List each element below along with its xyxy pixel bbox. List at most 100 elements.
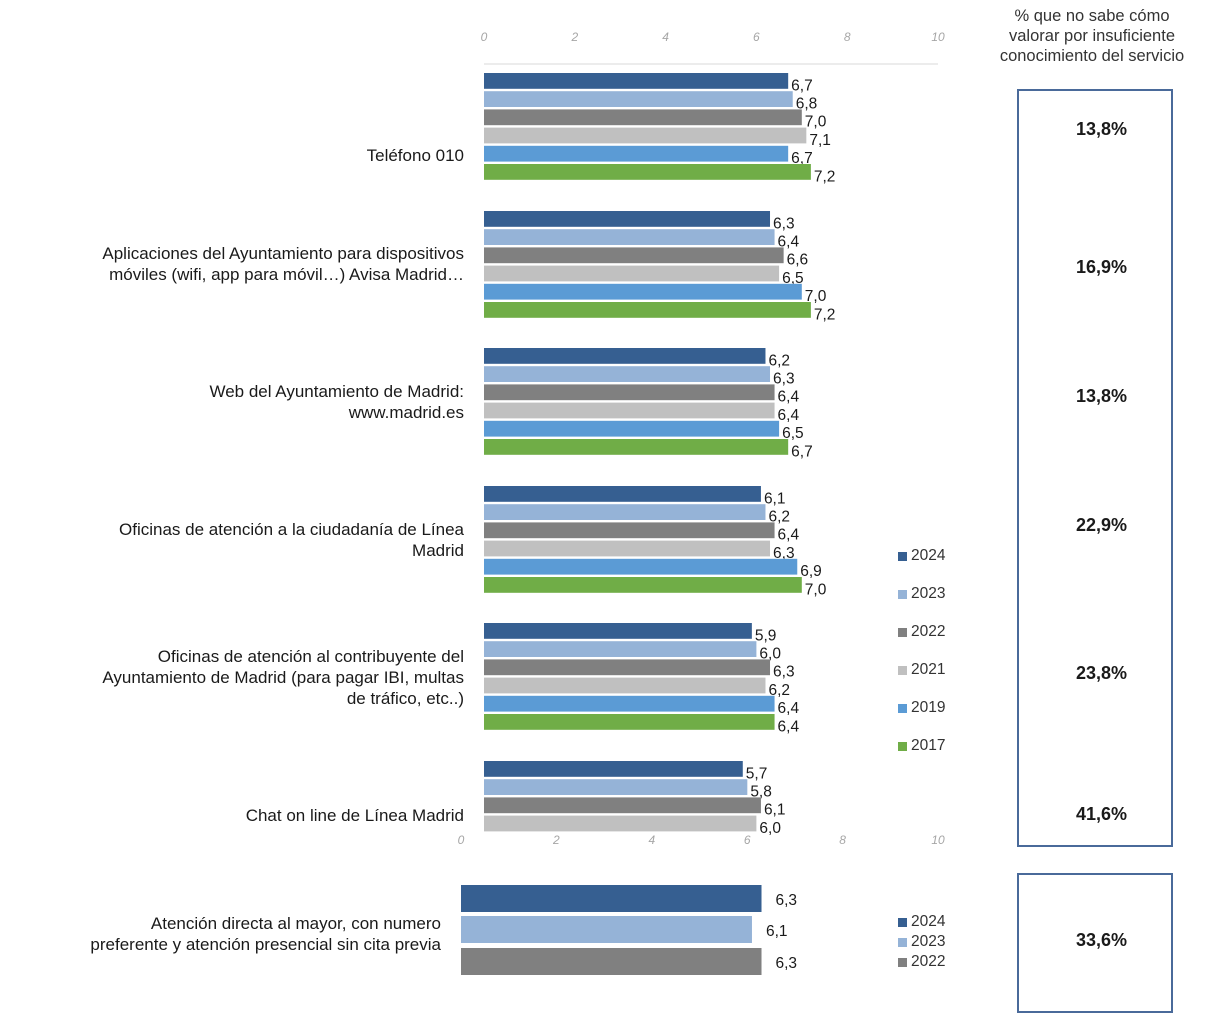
bar-2024 — [484, 348, 766, 364]
pct-value: 13,8% — [1075, 386, 1127, 406]
pct-header-title: % que no sabe cómo valorar por insuficie… — [999, 7, 1185, 65]
bar-2024 — [484, 761, 743, 777]
data-label: 6,4 — [778, 234, 800, 251]
bar-2017 — [484, 577, 802, 593]
legend-label: 2017 — [911, 737, 946, 754]
bar-2022 — [484, 522, 775, 539]
pct-value: 33,6% — [1075, 930, 1127, 950]
data-label: 6,1 — [764, 490, 786, 507]
legend-swatch — [898, 551, 907, 561]
x-tick-label: 8 — [839, 833, 846, 847]
bar-2024 — [461, 885, 762, 912]
data-label: 6,5 — [782, 425, 804, 442]
bar-2021 — [484, 402, 775, 419]
data-label: 5,8 — [750, 784, 772, 801]
data-label: 5,9 — [755, 627, 777, 644]
data-label: 6,4 — [778, 389, 800, 406]
data-label: 6,3 — [773, 545, 795, 562]
bar-2022 — [461, 948, 762, 975]
bar-2023 — [484, 229, 775, 245]
bar-2022 — [484, 109, 802, 126]
bar-2023 — [484, 91, 793, 107]
data-label: 6,7 — [791, 150, 813, 167]
data-label: 6,3 — [773, 371, 795, 388]
data-label: 6,4 — [778, 718, 800, 735]
x-tick-label: 0 — [458, 833, 465, 847]
legend-item-2023: 2023 — [898, 575, 945, 613]
data-label: 5,7 — [746, 765, 768, 782]
legend-item-2017: 2017 — [898, 727, 945, 765]
x-tick-label: 2 — [570, 30, 578, 44]
bar-2021 — [484, 127, 807, 144]
bar-2019 — [484, 283, 802, 300]
bar-2022 — [484, 797, 761, 814]
bar-2023 — [484, 504, 766, 520]
bar-2017 — [484, 164, 811, 180]
x-tick-label: 10 — [931, 833, 945, 847]
x-tick-label: 10 — [931, 30, 945, 44]
data-label: 7,0 — [805, 288, 827, 305]
pct-value: 22,9% — [1075, 515, 1127, 535]
legend-item-2019: 2019 — [898, 689, 945, 727]
legend-item-2023: 2023 — [898, 932, 945, 952]
bar-2024 — [484, 623, 752, 639]
data-label: 6,7 — [791, 77, 813, 94]
data-label: 6,2 — [768, 509, 790, 526]
legend-swatch — [898, 589, 907, 599]
data-label: 6,3 — [776, 955, 798, 972]
bar-2021 — [484, 677, 766, 694]
bar-2017 — [484, 439, 789, 455]
data-label: 6,6 — [787, 252, 809, 269]
legend: 2024 2023 2022 — [898, 912, 945, 972]
legend-swatch — [898, 665, 907, 675]
data-label: 6,3 — [776, 892, 798, 909]
bar-2017 — [484, 302, 811, 318]
legend-label: 2023 — [911, 933, 946, 950]
category-label: Oficinas de atención al contribuyente de… — [102, 646, 464, 708]
data-label: 6,3 — [773, 215, 795, 232]
legend-swatch — [898, 937, 907, 947]
x-tick-label: 2 — [552, 833, 560, 847]
bar-2022 — [484, 659, 771, 676]
legend-label: 2019 — [911, 699, 946, 716]
data-label: 7,2 — [814, 168, 836, 185]
bar-2019 — [484, 558, 798, 575]
bar-2019 — [484, 695, 775, 712]
x-tick-label: 6 — [744, 833, 751, 847]
legend-swatch — [898, 703, 907, 713]
bar-2021 — [484, 540, 771, 557]
bar-2023 — [461, 916, 752, 943]
legend-swatch — [898, 741, 907, 751]
data-label: 6,8 — [796, 96, 818, 113]
data-label: 6,4 — [778, 527, 800, 544]
data-label: 7,2 — [814, 306, 836, 323]
legend: 2024 2023 2022 2021 2019 2017 — [898, 537, 945, 765]
pct-value: 16,9% — [1075, 257, 1127, 277]
pct-value: 13,8% — [1075, 119, 1127, 139]
bar-2023 — [484, 641, 757, 657]
data-label: 7,0 — [805, 114, 827, 131]
data-label: 6,5 — [782, 270, 804, 287]
bar-2022 — [484, 384, 775, 401]
bar-2021 — [484, 815, 757, 832]
legend-label: 2023 — [911, 585, 946, 602]
legend-label: 2024 — [911, 913, 946, 930]
data-label: 6,9 — [800, 563, 822, 580]
category-label: Oficinas de atención a la ciudadanía de … — [119, 520, 464, 560]
category-label: Atención directa al mayor, con numero pr… — [90, 914, 441, 954]
bar-2024 — [484, 73, 789, 89]
legend-item-2022: 2022 — [898, 952, 945, 972]
legend-swatch — [898, 627, 907, 637]
data-label: 6,2 — [768, 352, 790, 369]
data-label: 7,0 — [805, 581, 827, 598]
category-label: Teléfono 010 — [366, 145, 464, 165]
bar-2019 — [484, 420, 780, 437]
bar-2023 — [484, 366, 771, 382]
data-label: 6,4 — [778, 407, 800, 424]
legend-item-2021: 2021 — [898, 651, 945, 689]
legend-label: 2021 — [911, 661, 946, 678]
pct-box — [1017, 873, 1173, 1013]
data-label: 6,7 — [791, 443, 813, 460]
pct-box — [1017, 89, 1173, 847]
legend-swatch — [898, 917, 907, 927]
